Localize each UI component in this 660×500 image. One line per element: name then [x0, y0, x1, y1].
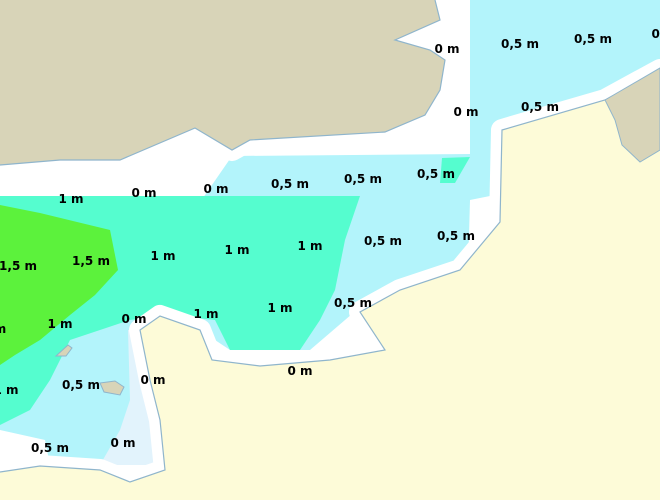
island-guernsey: [54, 344, 73, 357]
label: 0 m: [131, 186, 156, 200]
sea-zone-1-5m: [0, 205, 118, 365]
coastline-england: [0, 0, 446, 166]
label: 0,5 m: [417, 167, 455, 181]
label: 1 m: [47, 317, 72, 331]
label: 0 m: [453, 105, 478, 119]
label: 1 m: [297, 239, 322, 253]
label: 0,5 m: [437, 229, 475, 243]
label: 1 m: [0, 383, 19, 397]
label: 0,5 m: [574, 32, 612, 46]
land-england: [0, 0, 456, 176]
island-jersey: [99, 380, 125, 396]
coastline-france: [0, 69, 660, 483]
label: 1 m: [267, 301, 292, 315]
label: 0,: [652, 27, 660, 41]
label: 0,5 m: [62, 378, 100, 392]
land-belgium: [604, 67, 660, 163]
label: 0 m: [287, 364, 312, 378]
label: 0,5 m: [501, 37, 539, 51]
label: 0,5 m: [364, 234, 402, 248]
label: 0,5 m: [521, 100, 559, 114]
label: 1 m: [58, 192, 83, 206]
label: 1 m: [224, 243, 249, 257]
label: 1,5 m: [72, 254, 110, 268]
label: 0 m: [140, 373, 165, 387]
label: 0,5 m: [31, 441, 69, 455]
label: 0 m: [121, 312, 146, 326]
label: 1 m: [193, 307, 218, 321]
label: m: [0, 322, 6, 336]
wave-height-labels: 0 m 0,5 m 0,5 m 0, 0 m 0,5 m 1 m 0 m 0 m…: [0, 27, 660, 455]
label: 0,5 m: [344, 172, 382, 186]
label: 1 m: [150, 249, 175, 263]
label: 1,5 m: [0, 259, 37, 273]
label: 0,5 m: [271, 177, 309, 191]
sea-zone-1m-strip: [440, 157, 470, 183]
label: 0 m: [110, 436, 135, 450]
label: 0,5 m: [334, 296, 372, 310]
label: 0 m: [203, 182, 228, 196]
label: 0 m: [434, 42, 459, 56]
